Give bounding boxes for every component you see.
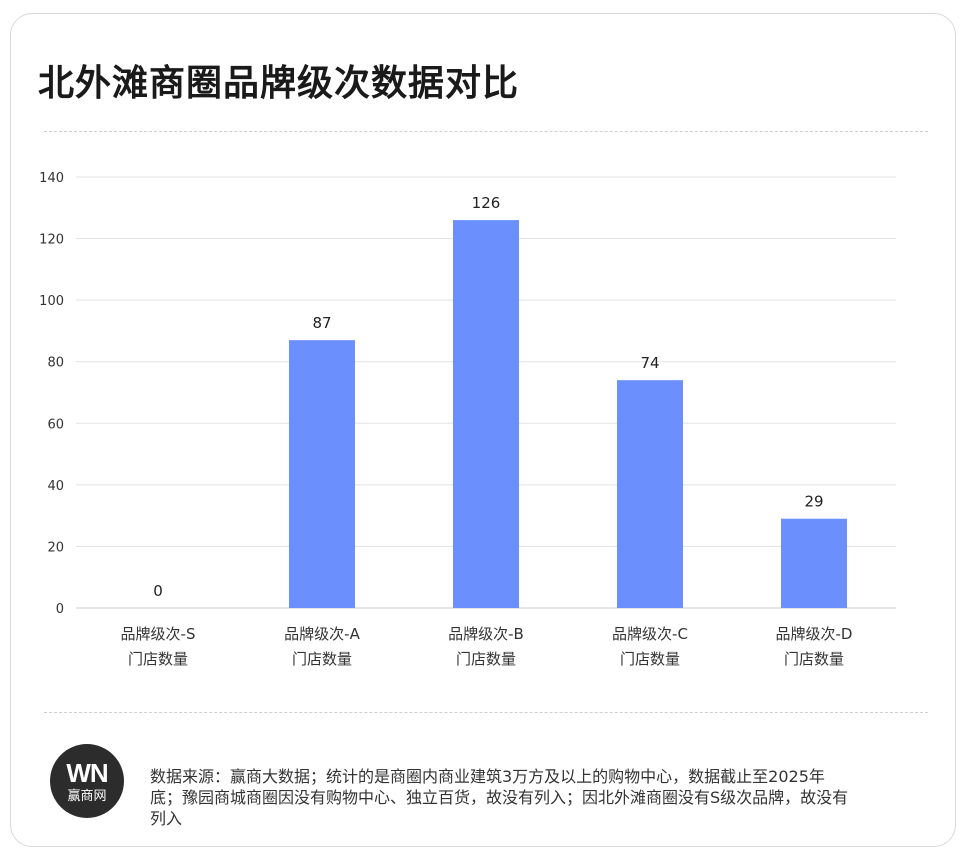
x-tick-label: 品牌级次-C [612,625,688,643]
x-tick-labels: 品牌级次-S 门店数量 品牌级次-A 门店数量 品牌级次-B 门店数量 品牌级次-C 门店数量… [121,625,853,668]
y-tick-label: 120 [39,233,64,248]
brand-logo: WN 赢商网 [50,744,124,818]
logo-mark: WN [66,757,108,788]
data-label: 87 [312,314,331,332]
bottom-divider [44,712,928,713]
bar-4 [781,518,847,608]
bar-1 [289,340,355,608]
data-label: 0 [153,582,163,600]
y-tick-label: 60 [47,417,64,432]
bar-2 [453,220,519,608]
x-tick-label: 品牌级次-A [284,625,360,643]
y-tick-label: 100 [39,294,64,309]
x-tick-label: 门店数量 [292,650,352,668]
y-tick-labels: 0 20 40 60 80 100 120 140 [39,171,64,617]
y-tick-label: 80 [47,356,64,371]
y-tick-label: 0 [56,602,64,617]
data-label: 74 [640,354,659,372]
data-source-note: 数据来源：赢商大数据；统计的是商圈内商业建筑3万方及以上的购物中心，数据截止至2… [150,767,849,828]
x-tick-label: 门店数量 [128,650,188,668]
data-label: 29 [804,493,823,511]
bar-3 [617,380,683,608]
logo-text: 赢商网 [67,788,107,804]
x-tick-label: 门店数量 [620,650,680,668]
data-labels: 0 87 126 74 29 [153,194,823,600]
x-tick-label: 门店数量 [784,650,844,668]
x-tick-label: 品牌级次-S [121,625,196,643]
bars [289,220,847,608]
top-divider [44,131,928,132]
y-tick-label: 40 [47,479,64,494]
x-tick-label: 品牌级次-B [448,625,524,643]
y-tick-label: 140 [39,171,64,186]
x-tick-label: 品牌级次-D [776,625,853,643]
bar-chart: 0 20 40 60 80 100 120 140 0 87 126 74 29 品牌级次-S 门店数量… [39,171,896,668]
y-tick-label: 20 [47,540,64,555]
x-tick-label: 门店数量 [456,650,516,668]
data-label: 126 [472,194,501,212]
page-title: 北外滩商圈品牌级次数据对比 [38,63,520,104]
